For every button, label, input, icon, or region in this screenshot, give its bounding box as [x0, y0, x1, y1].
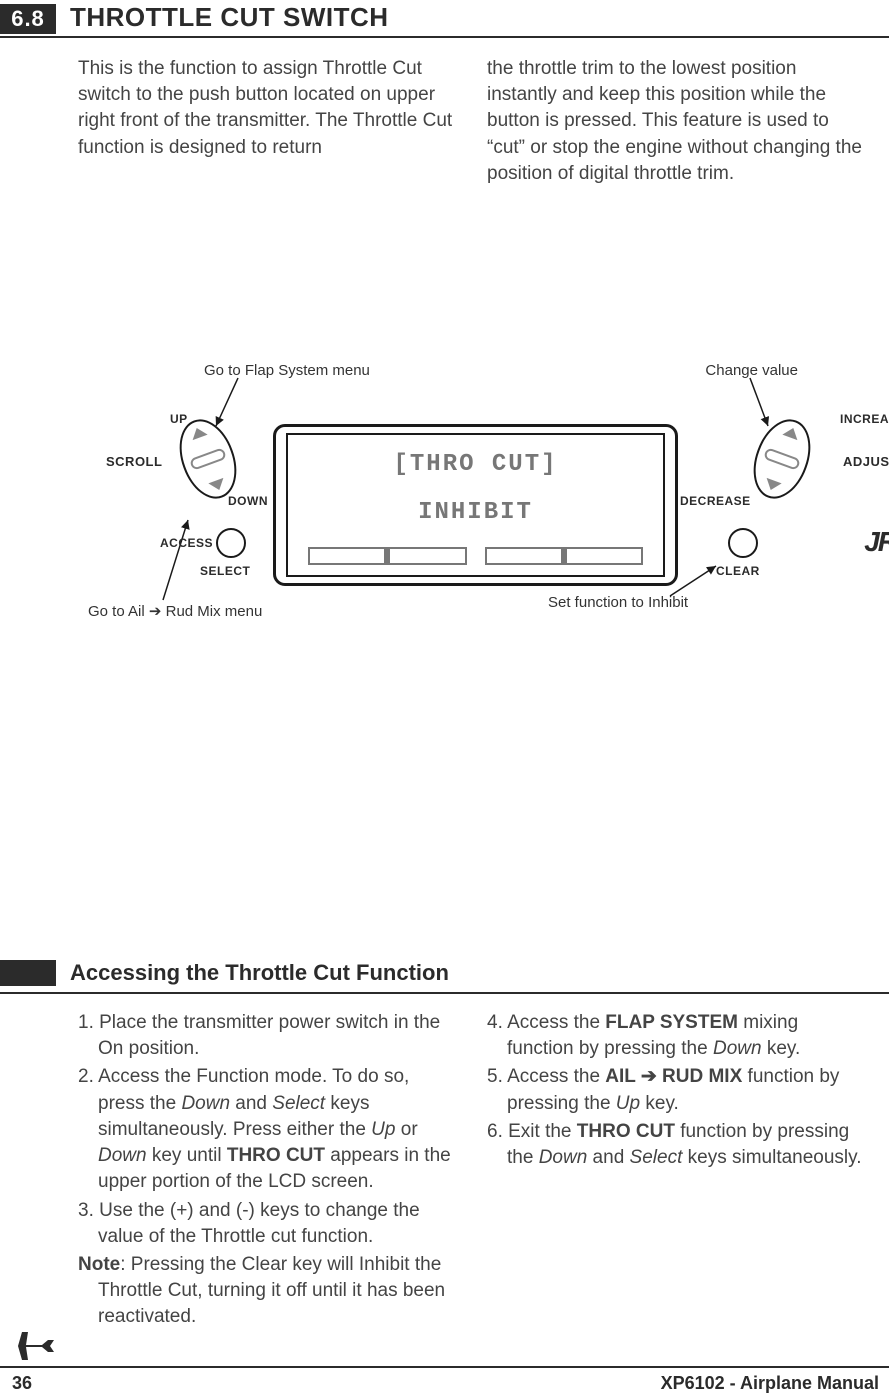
subsection-tab	[0, 960, 56, 986]
section-number-tab: 6.8	[0, 4, 56, 34]
select-button-icon	[216, 528, 246, 558]
callout-ail-rud: Go to Ail ➔ Rud Mix menu	[88, 602, 262, 620]
manual-title: XP6102 - Airplane Manual	[661, 1373, 879, 1394]
title-rule	[0, 36, 889, 38]
intro-col-right: the throttle trim to the lowest position…	[487, 56, 868, 187]
left-control: UP SCROLL DOWN ACCESS SELECT	[158, 418, 278, 598]
right-control: INCREASE ADJUST DECREASE CLEAR JR	[698, 418, 878, 598]
callout-ail-pre: Go to Ail	[88, 603, 149, 620]
step-3: 3. Use the (+) and (-) keys to change th…	[78, 1198, 459, 1250]
transmitter-diagram: Go to Flap System menu Change value Go t…	[78, 362, 868, 642]
label-scroll: SCROLL	[106, 454, 162, 469]
lcd-title: [THRO CUT]	[288, 451, 663, 478]
label-increase: INCREASE	[840, 412, 889, 426]
page-number: 36	[12, 1373, 32, 1394]
right-arrow-icon: ➔	[149, 603, 162, 620]
steps-col-right: 4. Access the FLAP SYSTEM mixing functio…	[487, 1010, 868, 1333]
label-select: SELECT	[200, 564, 250, 578]
step-4: 4. Access the FLAP SYSTEM mixing functio…	[487, 1010, 868, 1062]
steps-col-left: 1. Place the transmitter power switch in…	[78, 1010, 459, 1333]
intro-text: This is the function to assign Throttle …	[78, 56, 868, 187]
clear-button-icon	[728, 528, 758, 558]
footer-rule	[0, 1366, 889, 1368]
section-title: THROTTLE CUT SWITCH	[70, 2, 389, 33]
step-1: 1. Place the transmitter power switch in…	[78, 1010, 459, 1062]
lcd-slot	[485, 547, 644, 565]
step-5: 5. Access the AIL ➔ RUD MIX function by …	[487, 1064, 868, 1116]
airplane-icon	[0, 1328, 60, 1364]
callout-set-inhibit: Set function to Inhibit	[548, 594, 688, 611]
lcd-value: INHIBIT	[288, 499, 663, 526]
steps-text: 1. Place the transmitter power switch in…	[78, 1010, 868, 1333]
subsection-title: Accessing the Throttle Cut Function	[70, 960, 449, 986]
lcd-slot	[308, 547, 467, 565]
callout-change-value: Change value	[705, 362, 798, 379]
label-clear: CLEAR	[716, 564, 760, 578]
step-6: 6. Exit the THRO CUT function by pressin…	[487, 1119, 868, 1171]
callout-ail-post: Rud Mix menu	[161, 603, 262, 620]
label-up: UP	[170, 412, 188, 426]
intro-col-left: This is the function to assign Throttle …	[78, 56, 459, 187]
jr-logo: JR	[864, 526, 889, 558]
callout-flap-system: Go to Flap System menu	[204, 362, 370, 379]
label-decrease: DECREASE	[680, 494, 751, 508]
step-note: Note: Pressing the Clear key will Inhibi…	[78, 1252, 459, 1331]
subsection-rule	[0, 992, 889, 994]
lcd-slots	[308, 547, 643, 565]
lcd-screen: [THRO CUT] INHIBIT	[273, 424, 678, 586]
label-adjust: ADJUST	[843, 454, 889, 469]
step-2: 2. Access the Function mode. To do so, p…	[78, 1064, 459, 1195]
adjust-rocker	[744, 412, 821, 507]
label-down: DOWN	[228, 494, 268, 508]
label-access: ACCESS	[160, 536, 213, 550]
